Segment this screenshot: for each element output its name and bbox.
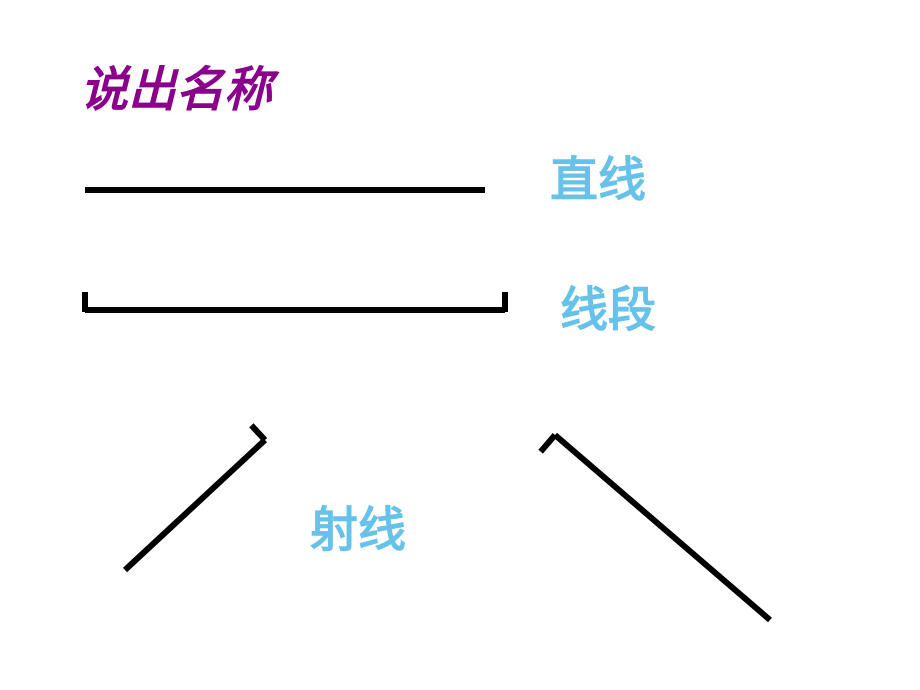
- ray-right-shape: [0, 0, 920, 690]
- label-ray: 射线: [310, 490, 406, 560]
- ray-right: [541, 435, 770, 620]
